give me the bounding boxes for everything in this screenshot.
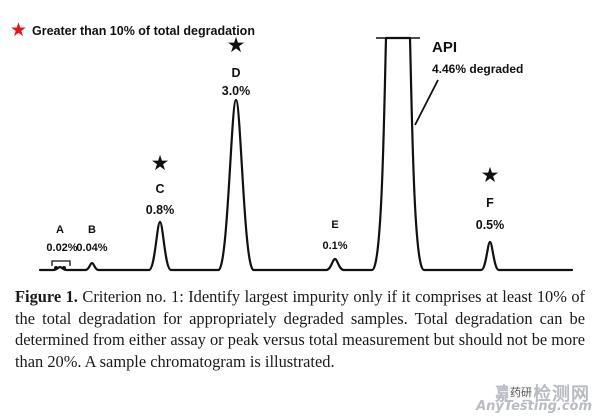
legend-star-icon: ★: [10, 20, 27, 41]
chromatogram-trace: [38, 36, 574, 272]
peak-label-b: B: [88, 224, 96, 236]
peak-a-marker: [54, 266, 58, 270]
peak-star-c-icon: ★: [151, 152, 170, 175]
peak-star-d-icon: ★: [227, 34, 246, 57]
peak-a-marker: [62, 266, 66, 270]
peak-value-d: 3.0%: [222, 84, 251, 98]
peak-label-e: E: [331, 219, 338, 231]
peak-labels: A 0.02% B 0.04% C 0.8% ★ D 3.0% ★ E 0.1% API 4.46% de…: [46, 34, 523, 270]
peak-label-f: F: [486, 196, 494, 210]
peak-value-a: 0.02%: [46, 242, 77, 254]
watermark-badge: 药研: [508, 384, 534, 400]
peak-value-api: 4.46% degraded: [432, 62, 523, 76]
watermark-english: AnyTesting.com: [476, 399, 592, 414]
caption-text: Criterion no. 1: Identify largest impuri…: [15, 287, 585, 371]
peak-value-f: 0.5%: [476, 218, 505, 232]
peak-value-c: 0.8%: [146, 203, 175, 217]
caption-label: Figure 1.: [15, 287, 78, 306]
legend: ★ Greater than 10% of total degradation: [10, 20, 255, 41]
peak-value-b: 0.04%: [76, 242, 107, 254]
legend-label: Greater than 10% of total degradation: [32, 24, 255, 38]
chromatogram-chart: ★ Greater than 10% of total degradation …: [10, 20, 574, 272]
api-leader-line: [414, 79, 439, 126]
peak-label-d: D: [231, 66, 240, 80]
watermark: 嘉峪检测网 药研 AnyTesting.com: [470, 378, 596, 414]
peak-a-bracket: [51, 260, 71, 266]
peak-value-e: 0.1%: [322, 240, 347, 252]
peak-label-api: API: [432, 39, 457, 56]
figure-caption: Figure 1. Criterion no. 1: Identify larg…: [15, 286, 585, 372]
peak-label-a: A: [56, 224, 64, 236]
peak-star-f-icon: ★: [481, 164, 500, 187]
peak-label-c: C: [155, 182, 164, 196]
